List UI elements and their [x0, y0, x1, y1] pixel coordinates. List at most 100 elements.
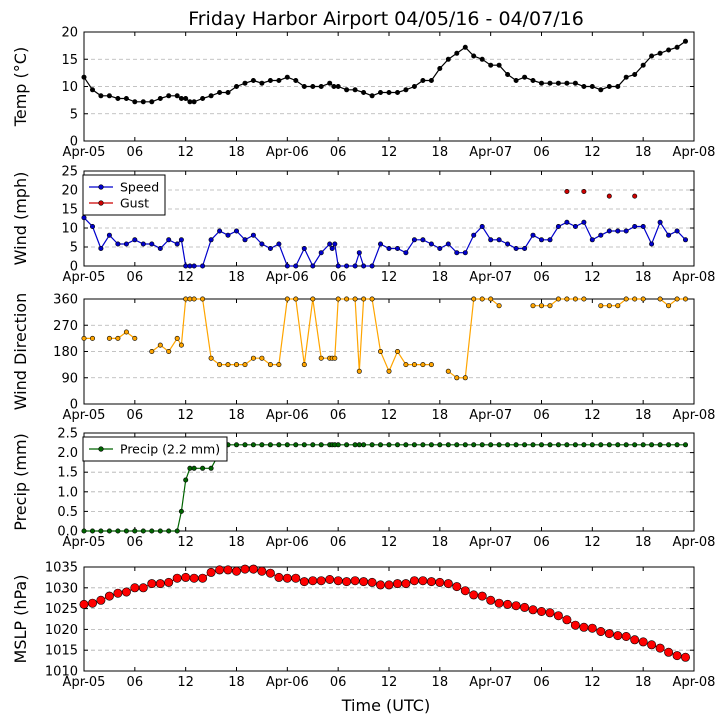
panel-4-x-tick-label: 06: [127, 535, 144, 550]
data-point-precip-2-2-mm: [386, 442, 392, 448]
data-point-temp: [331, 84, 337, 90]
data-point-temp: [166, 93, 172, 99]
data-point-direction: [564, 296, 570, 302]
data-point-precip-2-2-mm: [513, 442, 519, 448]
data-point-direction: [344, 296, 350, 302]
panel-2-y-tick-label: 15: [61, 203, 78, 218]
data-point-gust: [581, 189, 587, 195]
data-point-speed: [471, 232, 477, 238]
data-point-precip-2-2-mm: [598, 442, 604, 448]
data-point-mslp: [350, 576, 360, 586]
panel-2-x-tick-label: 12: [584, 270, 601, 285]
data-point-speed: [403, 250, 409, 256]
panel-4-y-axis-label: Precip (mm): [11, 433, 30, 531]
panel-3-x-tick-label: Apr-05: [63, 408, 106, 423]
data-point-direction: [293, 296, 299, 302]
data-point-direction: [225, 362, 231, 368]
panel-4-y-tick-label: 1.0: [57, 485, 78, 500]
data-point-mslp: [469, 590, 479, 600]
data-point-speed: [149, 241, 155, 247]
panel-4-x-tick-label: 18: [228, 535, 245, 550]
data-point-precip-2-2-mm: [242, 442, 248, 448]
panel-4-x-tick-label: 18: [432, 535, 449, 550]
data-point-mslp: [223, 565, 233, 575]
legend-label-precip-2-2-mm: Precip (2.2 mm): [120, 442, 220, 457]
panel-1-x-tick-label: Apr-06: [266, 145, 309, 160]
data-point-mslp: [638, 637, 648, 647]
data-point-precip-2-2-mm: [454, 442, 460, 448]
data-point-direction: [623, 296, 629, 302]
data-point-temp: [115, 96, 121, 102]
data-point-speed: [496, 237, 502, 243]
data-point-precip-2-2-mm: [479, 442, 485, 448]
panel-4-y-tick-label: 2.5: [57, 427, 78, 442]
data-point-mslp: [392, 579, 402, 589]
data-point-temp: [377, 90, 383, 96]
panel-2-x-tick-label: Apr-06: [266, 270, 309, 285]
data-point-direction: [632, 296, 638, 302]
data-point-direction: [488, 296, 494, 302]
panel-2-y-tick-label: 0: [70, 260, 78, 275]
data-point-direction: [420, 362, 426, 368]
data-point-mslp: [596, 626, 606, 636]
panel-1-x-tick-label: Apr-05: [63, 145, 106, 160]
data-point-mslp: [494, 598, 504, 608]
data-point-speed: [589, 237, 595, 243]
data-point-temp: [674, 44, 680, 50]
data-point-precip-2-2-mm: [106, 528, 112, 534]
panel-2-x-tick-label: 12: [381, 270, 398, 285]
panel-4-x-tick-label: 18: [635, 535, 652, 550]
data-point-temp: [623, 74, 629, 80]
data-point-temp: [386, 90, 392, 96]
panel-5-y-tick-label: 1020: [45, 623, 78, 638]
data-point-temp: [284, 74, 290, 80]
data-point-precip-2-2-mm: [250, 442, 256, 448]
data-point-direction: [259, 355, 265, 361]
legend-marker-precip-2-2-mm: [98, 446, 104, 452]
data-point-direction: [572, 296, 578, 302]
data-point-speed: [632, 224, 638, 230]
data-point-mslp: [147, 579, 157, 589]
data-point-precip-2-2-mm: [81, 528, 87, 534]
data-point-direction: [310, 296, 316, 302]
series-gust: [564, 189, 638, 199]
data-point-speed: [344, 263, 350, 269]
data-point-mslp: [359, 577, 369, 587]
data-point-direction: [284, 296, 290, 302]
data-point-precip-2-2-mm: [623, 442, 629, 448]
data-point-precip-2-2-mm: [505, 442, 511, 448]
data-point-temp: [471, 53, 477, 59]
data-point-temp: [538, 80, 544, 86]
data-point-speed: [140, 241, 146, 247]
data-point-precip-2-2-mm: [632, 442, 638, 448]
data-point-mslp: [452, 582, 462, 592]
data-point-mslp: [215, 565, 225, 575]
data-point-direction: [335, 296, 341, 302]
data-point-temp: [234, 84, 240, 90]
data-point-mslp: [172, 573, 182, 583]
data-point-mslp: [647, 640, 657, 650]
data-point-precip-2-2-mm: [555, 442, 561, 448]
data-point-precip-2-2-mm: [123, 528, 129, 534]
data-point-direction: [411, 362, 417, 368]
data-point-precip-2-2-mm: [284, 442, 290, 448]
series-direction-line: [84, 298, 686, 379]
data-point-speed: [191, 263, 197, 269]
data-point-direction: [361, 296, 367, 302]
data-point-direction: [187, 296, 193, 302]
data-point-speed: [356, 250, 362, 256]
data-point-speed: [377, 241, 383, 247]
data-point-mslp: [375, 580, 385, 590]
data-point-temp: [657, 50, 663, 56]
panel-2-x-tick-label: 06: [533, 270, 550, 285]
panel-5-x-tick-label: 06: [127, 675, 144, 690]
data-point-precip-2-2-mm: [276, 442, 282, 448]
data-point-temp: [369, 93, 375, 99]
data-point-speed: [352, 263, 358, 269]
data-point-precip-2-2-mm: [208, 465, 214, 471]
data-point-precip-2-2-mm: [547, 442, 553, 448]
data-point-mslp: [181, 572, 191, 582]
data-point-temp: [530, 78, 536, 84]
data-point-precip-2-2-mm: [174, 528, 180, 534]
data-point-direction: [445, 368, 451, 374]
